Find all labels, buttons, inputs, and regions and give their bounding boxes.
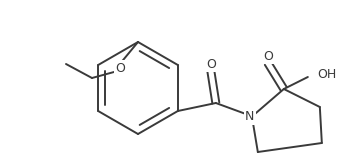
Text: O: O — [115, 62, 125, 75]
Text: OH: OH — [317, 68, 336, 81]
Text: O: O — [263, 49, 273, 62]
Text: O: O — [206, 57, 216, 70]
Text: N: N — [245, 111, 255, 124]
